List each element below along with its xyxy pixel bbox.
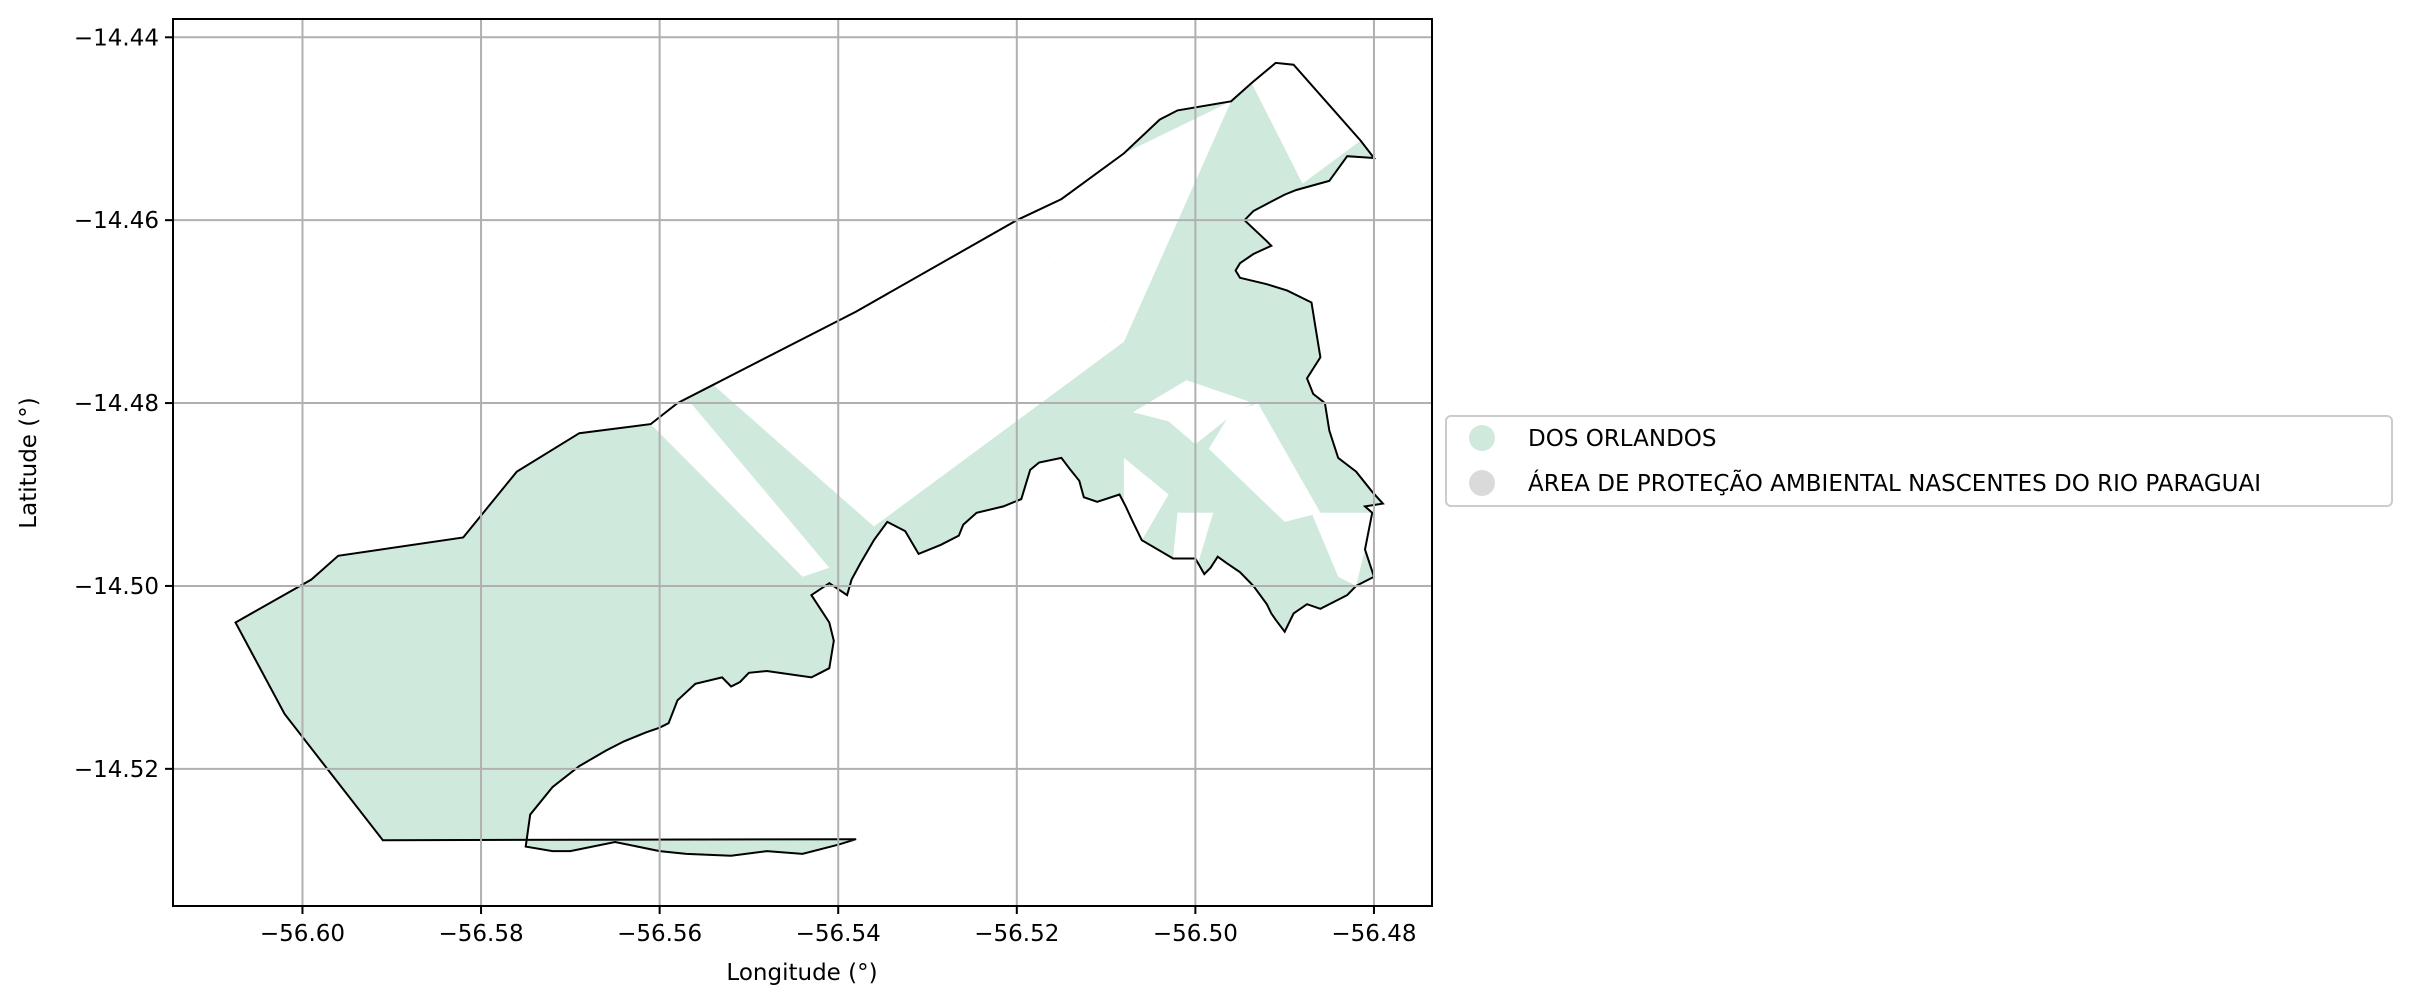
legend-box <box>1445 415 2393 507</box>
legend-label-dos-orlandos: DOS ORLANDOS <box>1528 426 1717 452</box>
y-ticks: −14.44 −14.46 −14.48 −14.50 −14.52 <box>74 25 173 783</box>
unfilled-parcel-0 <box>650 403 830 577</box>
y-tick-label: −14.44 <box>74 25 159 51</box>
unfilled-parcel-3 <box>1251 62 1361 184</box>
legend: DOS ORLANDOS ÁREA DE PROTEÇÃO AMBIENTAL … <box>1445 415 2393 507</box>
x-axis-label: Longitude (°) <box>726 960 877 986</box>
x-tick-label: −56.52 <box>974 921 1059 947</box>
x-tick-label: −56.58 <box>438 921 523 947</box>
legend-marker-dos-orlandos <box>1469 425 1495 451</box>
unfilled-parcel-8 <box>1311 512 1373 586</box>
y-tick-label: −14.48 <box>74 391 159 417</box>
apa-nascentes-outline <box>234 61 1385 857</box>
x-tick-label: −56.56 <box>617 921 702 947</box>
unfilled-parcels <box>650 62 1373 586</box>
y-tick-label: −14.52 <box>74 757 159 783</box>
y-tick-label: −14.46 <box>74 208 159 234</box>
unfilled-parcel-6 <box>1208 403 1321 522</box>
unfilled-parcel-4 <box>1132 380 1254 445</box>
unfilled-parcel-7 <box>1173 512 1214 573</box>
x-ticks: −56.60 −56.58 −56.56 −56.54 −56.52 −56.50 −56.… <box>260 906 1417 947</box>
unfilled-parcel-2 <box>1016 101 1232 342</box>
x-tick-label: −56.50 <box>1153 921 1238 947</box>
unfilled-parcel-1 <box>713 220 1124 527</box>
x-tick-label: −56.54 <box>796 921 881 947</box>
grid <box>173 19 1432 906</box>
y-tick-label: −14.50 <box>74 574 159 600</box>
x-tick-label: −56.48 <box>1331 921 1416 947</box>
legend-label-apa: ÁREA DE PROTEÇÃO AMBIENTAL NASCENTES DO … <box>1528 469 2261 497</box>
legend-marker-apa <box>1469 470 1495 496</box>
y-axis-label: Latitude (°) <box>16 397 42 528</box>
x-tick-label: −56.60 <box>260 921 345 947</box>
axes-frame <box>172 18 1433 907</box>
unfilled-parcel-5 <box>1123 457 1169 541</box>
